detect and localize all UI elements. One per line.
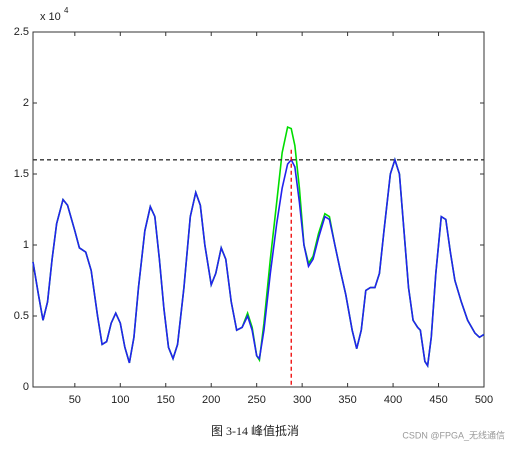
y-tick-label: 0 bbox=[23, 381, 29, 393]
x-tick-label: 400 bbox=[384, 394, 402, 406]
x-tick-label: 100 bbox=[111, 394, 129, 406]
y-tick-label: 1.5 bbox=[14, 168, 29, 180]
x-tick-label: 500 bbox=[475, 394, 493, 406]
x-tick-label: 150 bbox=[157, 394, 175, 406]
y-tick-label: 1 bbox=[23, 239, 29, 251]
watermark: CSDN @FPGA_无线通信 bbox=[402, 429, 505, 440]
x-tick-label: 300 bbox=[293, 394, 311, 406]
data-line bbox=[32, 157, 485, 368]
y-tick-label: 2 bbox=[23, 97, 29, 109]
y-multiplier-exponent: 4 bbox=[64, 6, 69, 15]
x-tick-label: 50 bbox=[69, 394, 81, 406]
x-tick-label: 450 bbox=[429, 394, 447, 406]
plot-area bbox=[32, 31, 485, 388]
x-tick-label: 350 bbox=[338, 394, 356, 406]
y-tick-label: 0.5 bbox=[14, 310, 29, 322]
y-multiplier: x 10 bbox=[40, 11, 61, 23]
x-tick-label: 200 bbox=[202, 394, 220, 406]
caption: 图 3-14 峰值抵消 bbox=[211, 423, 299, 438]
x-tick-label: 250 bbox=[248, 394, 266, 406]
y-tick-label: 2.5 bbox=[14, 26, 29, 38]
